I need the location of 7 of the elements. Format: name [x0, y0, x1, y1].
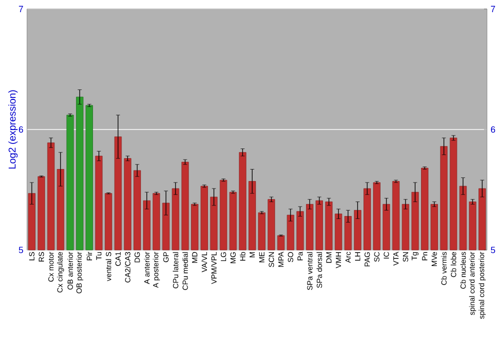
y-tick-label: 6	[18, 126, 24, 133]
y2-tick-label: 7	[490, 6, 496, 12]
y-tick-label: 7	[18, 6, 24, 12]
y-tick-label: 5	[18, 246, 24, 254]
y-axis-title: Log2 (expression)	[8, 90, 18, 169]
y2-tick-label: 5	[490, 246, 496, 254]
y2-tick-label: 6	[490, 126, 496, 133]
